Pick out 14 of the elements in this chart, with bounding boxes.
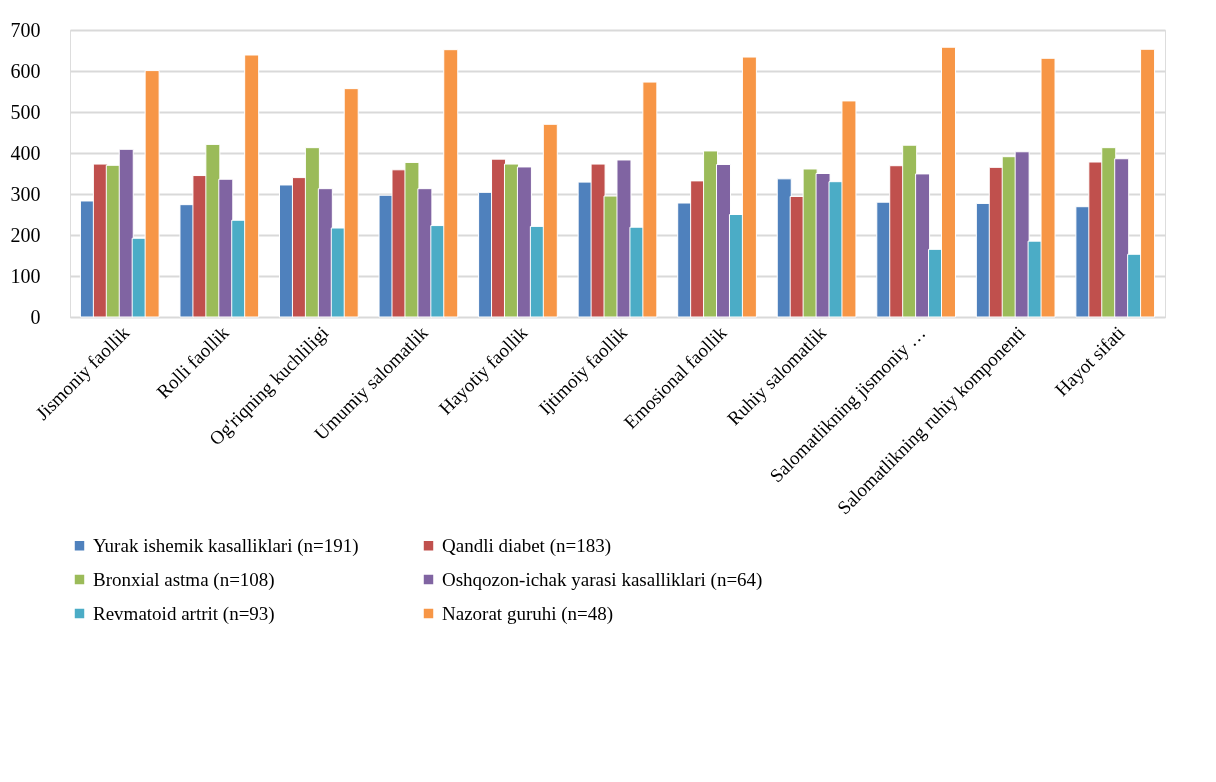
legend-label: Nazorat guruhi (n=48) [442, 602, 614, 625]
y-tick-label: 500 [10, 100, 41, 123]
y-tick-label: 700 [10, 18, 41, 41]
legend-label: Bronxial astma (n=108) [93, 568, 275, 591]
y-tick-label: 100 [10, 264, 41, 287]
y-tick-label: 0 [30, 305, 41, 328]
y-tick-label: 200 [10, 223, 41, 246]
y-tick-label: 300 [10, 182, 41, 205]
y-tick-label: 600 [10, 59, 41, 82]
legend-label: Yurak ishemik kasalliklari (n=191) [93, 534, 359, 557]
y-tick-label: 400 [10, 141, 41, 164]
legend-label: Revmatoid artrit (n=93) [93, 602, 275, 625]
legend-label: Oshqozon-ichak yarasi kasalliklari (n=64) [442, 568, 763, 591]
legend-label: Qandli diabet (n=183) [442, 534, 612, 557]
